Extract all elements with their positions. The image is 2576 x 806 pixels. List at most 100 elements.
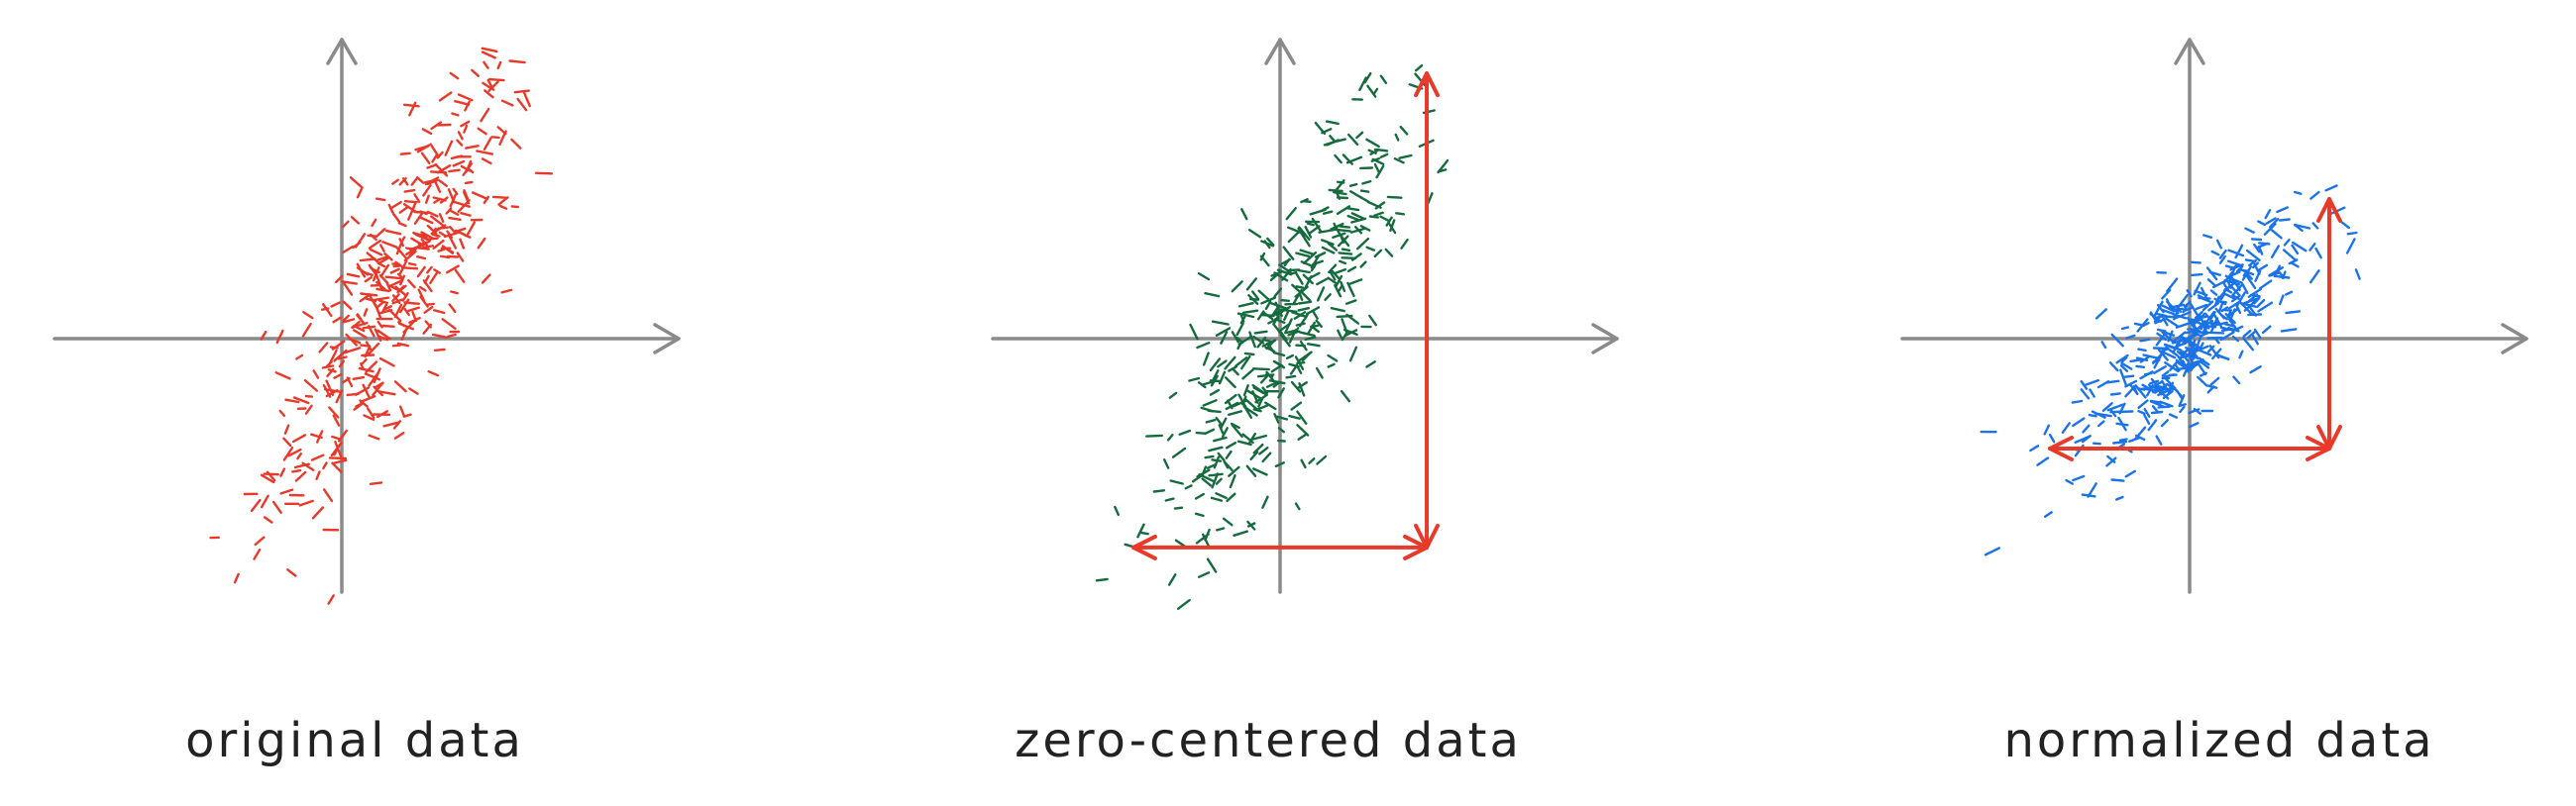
data-point [2088,413,2097,418]
data-point [400,266,419,270]
data-point [1300,458,1307,469]
data-point [331,461,343,473]
data-point [1283,310,1290,321]
data-point [1221,427,1229,439]
data-point [2168,413,2179,419]
data-point [345,333,358,347]
data-point [296,453,302,460]
data-point [2283,238,2291,247]
data-point [2188,422,2200,429]
data-point [2206,278,2217,288]
data-point [399,405,405,417]
data-point [1196,342,1211,350]
data-point [374,381,384,389]
data-point [2198,349,2212,356]
data-point [1265,370,1275,382]
data-point [2203,312,2212,322]
data-point [1394,212,1406,216]
data-point [407,262,417,266]
data-point [1204,454,1215,459]
data-point [446,264,460,274]
data-point [337,355,348,360]
data-point [2248,258,2258,267]
data-point [450,290,459,295]
data-point [416,265,426,278]
data-point [2183,306,2195,313]
data-point [2257,301,2274,313]
data-point [2091,410,2106,419]
data-point [1275,415,1289,421]
data-point [1245,277,1258,291]
data-point [2208,270,2221,276]
data-point [1240,208,1248,221]
data-point [448,303,457,314]
x-axis-arrowhead-icon [2501,323,2528,354]
data-point [356,186,364,199]
data-point [271,500,282,514]
data-point [2177,361,2192,371]
data-point [2210,250,2220,256]
data-point [1139,531,1149,536]
data-point [438,213,445,224]
data-point [407,306,420,313]
data-point [1379,215,1390,222]
data-point [1236,341,1242,351]
data-point [460,120,471,128]
data-point [1174,539,1187,549]
data-point [2029,445,2040,453]
data-point [366,342,380,356]
data-point [2092,442,2101,446]
data-point [2172,331,2187,343]
data-point [2194,315,2207,320]
data-point [1337,329,1342,339]
data-point [2224,264,2236,270]
data-point [522,91,531,108]
data-point [2043,424,2051,436]
data-point [2247,287,2263,298]
panel-original [53,38,681,605]
data-point [1346,265,1357,272]
data-point [439,196,449,204]
data-point [491,195,507,199]
data-point [1297,268,1311,274]
data-point [2219,355,2230,360]
data-point [1188,376,1201,382]
data-point [1332,232,1346,240]
data-point [1295,322,1306,327]
data-point [1231,331,1240,344]
data-point [2189,302,2199,316]
data-point [456,139,464,147]
data-point [342,300,353,310]
y-axis-arrowhead-icon [326,38,358,65]
data-point [2084,378,2100,386]
data-point [1353,225,1363,235]
data-point [395,246,408,260]
data-point [1226,492,1236,502]
data-point [2178,394,2186,406]
data-point [457,227,467,233]
data-point [398,205,410,214]
data-point [1297,307,1311,312]
data-point [377,256,390,265]
data-point [2188,339,2196,347]
data-point [2242,337,2255,352]
data-point [2175,336,2184,351]
data-point [2345,238,2356,254]
data-point [1217,359,1228,368]
data-point [1346,281,1355,297]
data-point [266,470,276,482]
data-point [358,366,375,373]
data-point [260,330,268,341]
data-point [362,383,371,399]
data-point [1355,237,1370,251]
data-point [426,265,433,274]
data-point [2089,388,2095,398]
data-point [1213,455,1221,469]
data-point [1334,179,1345,192]
data-point [2165,378,2177,390]
data-point [434,180,442,193]
data-point [430,215,444,227]
data-point [2128,436,2141,443]
data-point [438,91,453,102]
data-point [1329,135,1337,144]
